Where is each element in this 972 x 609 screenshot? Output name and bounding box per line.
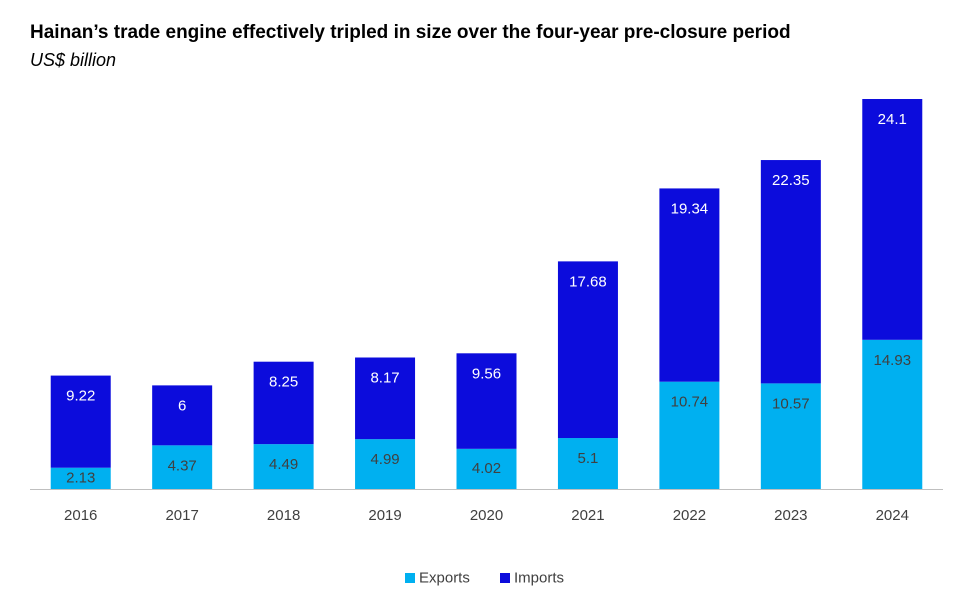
x-tick-label: 2021 [571, 507, 604, 524]
bar-segment [557, 438, 618, 489]
bar-segment [50, 467, 111, 489]
bar-segment [253, 361, 314, 445]
bar-segment [456, 448, 517, 489]
bar-segment [659, 188, 720, 382]
data-label: 24.1 [878, 111, 907, 128]
legend-swatch [500, 573, 510, 583]
bar-segment [760, 383, 821, 489]
data-label: 4.99 [370, 451, 399, 468]
data-label: 9.56 [472, 365, 501, 382]
data-label: 8.17 [370, 369, 399, 386]
bar-segment [50, 375, 111, 468]
data-label: 22.35 [772, 172, 810, 189]
data-label: 9.22 [66, 388, 95, 405]
x-tick-label: 2023 [774, 507, 807, 524]
data-label: 14.93 [874, 352, 912, 369]
legend-swatch [405, 573, 415, 583]
bar-segment [355, 357, 416, 440]
data-label: 17.68 [569, 273, 607, 290]
x-tick-label: 2022 [673, 507, 706, 524]
data-label: 10.74 [671, 394, 709, 411]
data-label: 10.57 [772, 395, 810, 412]
x-tick-label: 2019 [368, 507, 401, 524]
legend-label: Exports [419, 569, 470, 586]
bar-segment [760, 160, 821, 384]
data-label: 6 [178, 397, 186, 414]
bar-segment [253, 444, 314, 489]
x-tick-label: 2020 [470, 507, 503, 524]
data-label: 8.25 [269, 374, 298, 391]
chart-title: Hainan’s trade engine effectively triple… [30, 22, 791, 43]
bar-segment [862, 339, 923, 489]
bar-segment [355, 439, 416, 489]
data-label: 2.13 [66, 469, 95, 486]
data-label: 4.49 [269, 456, 298, 473]
chart-subtitle: US$ billion [30, 50, 116, 70]
x-tick-label: 2017 [165, 507, 198, 524]
legend-label: Imports [514, 569, 564, 586]
bar-segment [152, 385, 213, 446]
x-tick-label: 2018 [267, 507, 300, 524]
data-label: 4.37 [168, 457, 197, 474]
data-label: 4.02 [472, 460, 501, 477]
bar-segment [456, 353, 517, 449]
x-tick-label: 2024 [876, 507, 909, 524]
bar-segment [659, 381, 720, 489]
bar-segment [152, 445, 213, 489]
data-label: 5.1 [578, 450, 599, 467]
x-tick-label: 2016 [64, 507, 97, 524]
bar-segment [557, 261, 618, 439]
data-label: 19.34 [671, 200, 709, 217]
bar-segment [862, 99, 923, 340]
